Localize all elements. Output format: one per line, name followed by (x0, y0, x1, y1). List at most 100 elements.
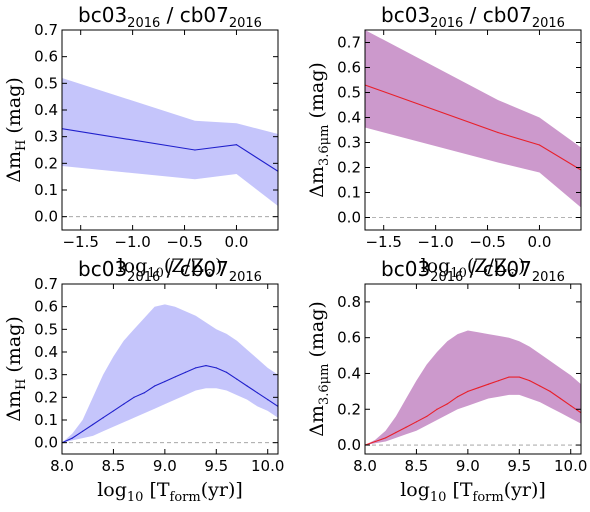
data-point (498, 380, 500, 382)
y-tick-label: 0.6 (34, 48, 58, 66)
series-line (365, 84, 581, 171)
title-text: / cb07 (160, 3, 229, 27)
x-label-subscript: 10 (450, 266, 467, 281)
data-point (549, 390, 551, 392)
uncertainty-band (365, 330, 581, 446)
y-tick-label: 0.0 (34, 434, 58, 452)
data-point (184, 371, 187, 373)
data-point (477, 387, 479, 389)
x-tick-label: 9.5 (507, 457, 531, 475)
data-point (426, 415, 428, 418)
y-label-text: Δm (3, 390, 25, 422)
title-text: bc03 (381, 3, 430, 27)
y-tick-label: 0.4 (34, 343, 58, 361)
y-tick-label: 0.3 (34, 128, 58, 146)
title-subscript: 2016 (127, 270, 160, 285)
title-text: / cb07 (160, 257, 229, 281)
data-point (215, 367, 217, 369)
x-tick-label: 9.5 (204, 457, 228, 475)
y-tick-label: 0.6 (337, 329, 361, 347)
panel-1: −1.5 −1.0 −0.5 0.0 0.0 0.1 0.2 0.3 0.4 0.5 0.6 0.7 b… (3, 3, 279, 281)
y-tick-label: 0.6 (337, 59, 361, 77)
x-label-text: (Z/Z (164, 255, 204, 277)
data-point (71, 437, 73, 439)
data-point (415, 421, 418, 423)
title-subscript: 2016 (127, 16, 160, 31)
panel-title: bc032016 / cb072016 (381, 257, 565, 285)
uncertainty-band (62, 304, 278, 443)
y-tick-label: 0.5 (34, 74, 58, 92)
panel-title: bc032016 / cb072016 (78, 3, 262, 31)
x-tick-label: −0.5 (469, 233, 505, 251)
data-point (559, 397, 562, 400)
y-label-text: (mag) (3, 316, 25, 378)
y-label-text: Δm (306, 166, 328, 198)
y-tick-label: 0.0 (34, 208, 58, 226)
x-tick-label: 10.0 (251, 457, 284, 475)
x-label-text: [T (446, 479, 472, 501)
title-subscript: 2016 (532, 16, 565, 31)
x-label-subscript: ⊙ (204, 266, 215, 281)
panel-3: 8.0 8.5 9.0 9.5 10.0 0.0 0.1 0.2 0.3 0.4 0.5 0.6 0.7… (3, 257, 284, 505)
plot-area (365, 30, 581, 218)
y-tick-label: 0.5 (34, 320, 58, 338)
data-point (225, 371, 228, 373)
data-point (246, 385, 248, 387)
y-tick-label: 0.0 (337, 209, 361, 227)
axes-frame (61, 29, 279, 231)
y-tick-label: 0.2 (337, 400, 361, 418)
y-tick-label: 0.7 (337, 34, 361, 52)
x-label-subscript: form (473, 490, 504, 505)
data-point (133, 396, 135, 398)
y-tick-label: 0.3 (337, 134, 361, 152)
data-point (174, 376, 176, 378)
y-tick-label: 0.8 (337, 293, 361, 311)
x-label-text: log (421, 255, 451, 277)
y-label-text: (mag) (306, 301, 328, 363)
data-point (497, 131, 499, 134)
x-tick-label: 8.0 (353, 457, 377, 475)
title-subscript: 2016 (430, 270, 463, 285)
y-tick-label: 0.7 (34, 275, 58, 293)
panel-title: bc032016 / cb072016 (381, 3, 565, 31)
data-point (446, 403, 448, 405)
y-tick-label: 0.2 (34, 388, 58, 406)
data-point (112, 410, 115, 412)
x-tick-label: −1.0 (417, 233, 453, 251)
x-tick-label: 0.0 (225, 233, 249, 251)
x-tick-label: 9.0 (456, 457, 480, 475)
y-axis-label: ΔmH (mag) (3, 316, 29, 421)
x-label-text: log (400, 479, 430, 501)
panel-2: −1.5 −1.0 −0.5 0.0 0.0 0.1 0.2 0.3 0.4 0.5 0.6 0.7 b… (306, 3, 582, 281)
data-point (570, 405, 572, 407)
data-point (518, 376, 520, 378)
x-axis-label: log10(Z/Z⊙) (421, 255, 526, 281)
x-tick-label: 0.0 (528, 233, 552, 251)
title-subscript: 2016 (229, 16, 262, 31)
x-label-text: ) (518, 255, 525, 277)
y-tick-label: 0.0 (337, 436, 361, 454)
data-point (102, 417, 104, 419)
data-point (236, 378, 238, 380)
x-tick-label: −1.5 (365, 233, 401, 251)
x-label-text: ) (215, 255, 222, 277)
x-tick-label: −1.5 (62, 233, 98, 251)
y-label-text: (mag) (3, 77, 25, 139)
x-label-text: (yr)] (504, 479, 546, 501)
data-point (487, 383, 490, 385)
data-point (436, 408, 438, 410)
x-label-subscript: 10 (430, 490, 447, 505)
y-label-subscript: 3.6μm (317, 125, 332, 166)
x-tick-label: −1.0 (114, 233, 150, 251)
data-point (384, 437, 387, 439)
x-tick-label: 8.5 (404, 457, 428, 475)
y-tick-label: 0.6 (34, 298, 58, 316)
data-point (205, 365, 207, 367)
title-text: bc03 (78, 3, 127, 27)
y-tick-label: 0.4 (337, 109, 361, 127)
data-point (123, 403, 125, 405)
y-tick-label: 0.1 (34, 411, 58, 429)
data-point (164, 380, 166, 383)
title-subscript: 2016 (430, 16, 463, 31)
